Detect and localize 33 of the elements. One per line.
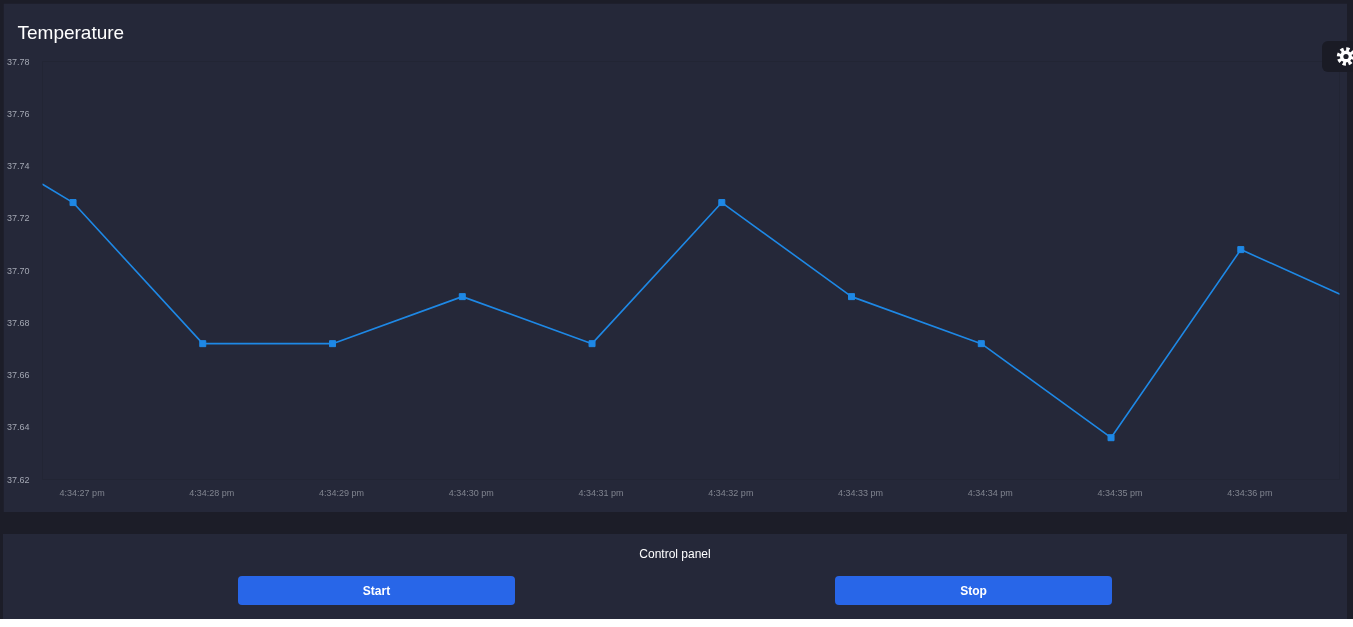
text: Stop [835,576,1112,605]
x-tick-label: 4:34:30 pm [448,487,494,498]
point [1237,246,1245,254]
x-tick-label: 4:34:28 pm [189,487,235,498]
x-tick-label: 4:34:35 pm [1097,487,1143,498]
point [977,340,985,348]
y-tick-label: 37.74 [6,161,30,171]
point [69,199,77,207]
x-tick-label: 4:34:33 pm [838,487,884,498]
y-tick-label: 37.78 [6,56,30,67]
y-tick-label: 37.72 [6,213,30,224]
x-tick-label: 4:34:29 pm [319,487,365,498]
point [199,340,207,348]
point [458,293,466,301]
x-tick-label: 4:34:32 pm [708,487,754,498]
y-tick-label: 37.62 [6,474,30,485]
y-tick-label: 37.68 [6,317,30,328]
chart-title: Temperature [17,21,125,43]
x-tick-label: 4:34:34 pm [967,487,1013,498]
x-tick-label: 4:34:27 pm [59,487,105,498]
text: Control panel [639,547,711,561]
point [329,340,337,348]
y-tick-label: 37.64 [6,422,30,433]
y-tick-label: 37.76 [6,108,30,119]
point [1107,434,1115,442]
point [848,293,856,301]
x-tick-label: 4:34:36 pm [1227,487,1273,498]
text: Start [238,576,515,605]
x-tick-label: 4:34:31 pm [578,487,624,498]
point [718,199,726,207]
point [588,340,596,348]
y-tick-label: 37.66 [6,370,30,380]
y-tick-label: 37.70 [6,265,30,276]
